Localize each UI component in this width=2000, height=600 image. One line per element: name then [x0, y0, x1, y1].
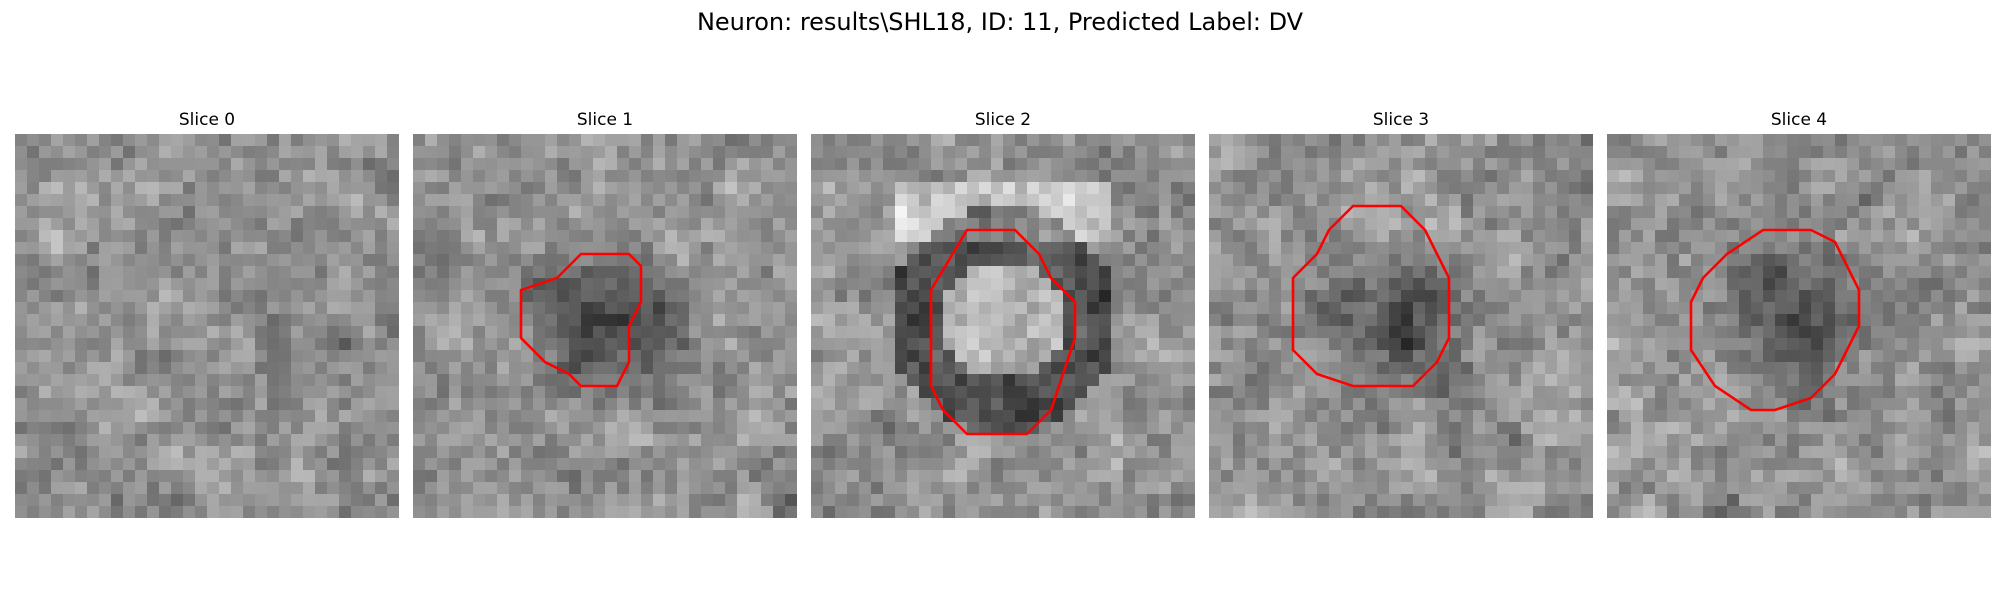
slice-svg-1: [413, 134, 797, 518]
slice-title-3: Slice 3: [1372, 110, 1430, 130]
slice-svg-4: [1607, 134, 1991, 518]
roi-contour-1: [519, 252, 643, 388]
slice-image-0: [15, 134, 399, 518]
slice-image-1: [413, 134, 797, 518]
slice-title-2: Slice 2: [974, 110, 1032, 130]
slice-svg-0: [15, 134, 399, 518]
slice-title-1: Slice 1: [576, 110, 634, 130]
slice-image-3: [1209, 134, 1593, 518]
slice-title-0: Slice 0: [178, 110, 236, 130]
roi-contour-2: [929, 228, 1077, 436]
roi-contour-3: [1291, 204, 1451, 388]
figure-title: Neuron: results\SHL18, ID: 11, Predicted…: [696, 8, 1304, 36]
roi-contour-4: [1689, 228, 1861, 412]
slice-svg-3: [1209, 134, 1593, 518]
slice-title-4: Slice 4: [1770, 110, 1828, 130]
slice-image-4: [1607, 134, 1991, 518]
slice-svg-2: [811, 134, 1195, 518]
slice-image-2: [811, 134, 1195, 518]
